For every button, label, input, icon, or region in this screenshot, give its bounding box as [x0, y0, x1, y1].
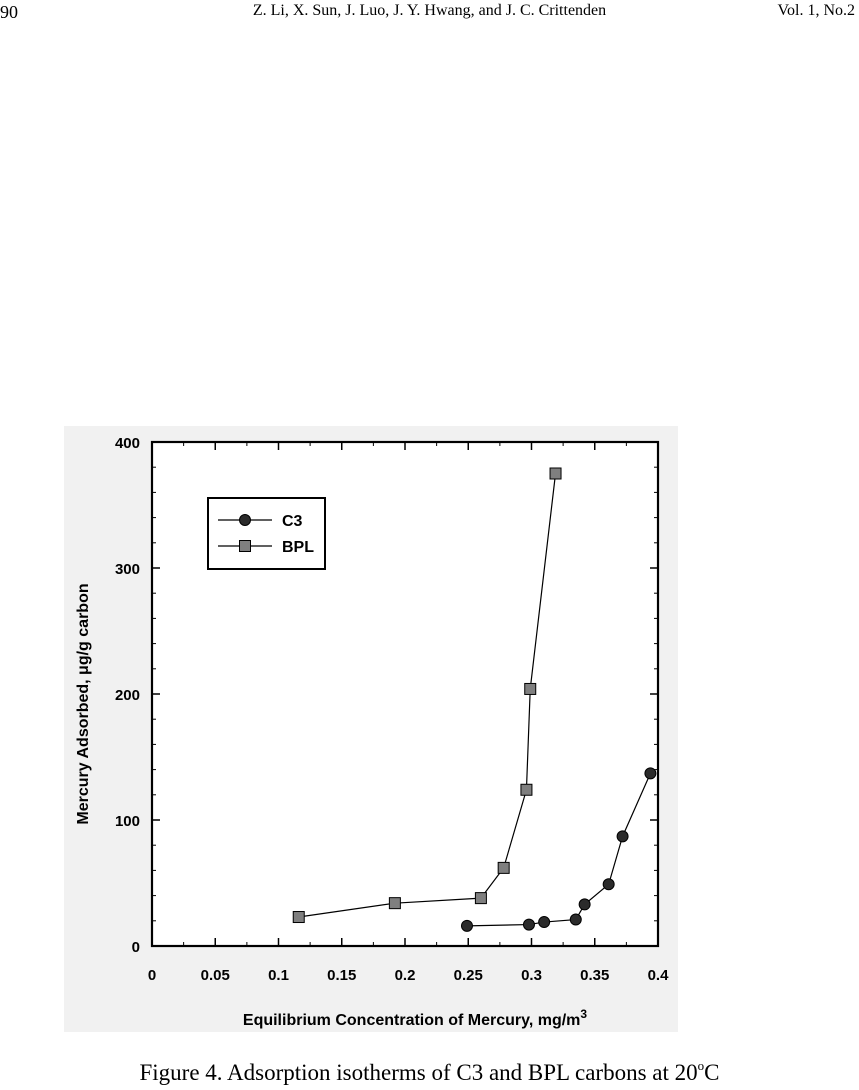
- y-axis-title: Mercury Adsorbed, μg/g carbon: [75, 583, 92, 824]
- data-point-c3: [538, 916, 551, 929]
- x-tick-label: 0.35: [580, 967, 609, 984]
- page-number: 90: [0, 2, 18, 22]
- axis-ticks: 0 0.05 0.1 0.15 0.2 0.25 0.3 0.35 0.4 0 100 200 300 4…: [115, 435, 669, 984]
- x-tick-label: 0.25: [454, 967, 483, 984]
- data-point-c3: [569, 913, 582, 926]
- y-tick-label: 100: [115, 813, 140, 830]
- x-tick-label: 0.3: [521, 967, 542, 984]
- x-tick-label: 0.05: [201, 967, 230, 984]
- data-point-c3: [602, 878, 615, 891]
- data-point-bpl: [524, 682, 537, 695]
- data-point-bpl: [549, 467, 562, 480]
- x-tick-label: 0: [148, 967, 156, 984]
- data-point-bpl: [520, 783, 533, 796]
- x-tick-label: 0.2: [395, 967, 416, 984]
- legend-label: BPL: [282, 539, 314, 556]
- legend: C3 BPL: [207, 497, 326, 570]
- data-point-bpl: [474, 892, 487, 905]
- x-tick-label: 0.15: [327, 967, 356, 984]
- x-axis-title-superscript: 3: [580, 1007, 587, 1021]
- data-point-bpl: [292, 911, 305, 924]
- tick-marks: [151, 441, 659, 947]
- legend-box: [207, 497, 326, 570]
- series-layer: [292, 467, 657, 932]
- data-point-c3: [616, 830, 629, 843]
- legend-label: C3: [282, 513, 303, 530]
- y-tick-label: 200: [115, 687, 140, 704]
- series-bpl: [292, 467, 562, 924]
- caption-text: Figure 4. Adsorption isotherms of C3 and…: [139, 1060, 698, 1085]
- figure-caption: Figure 4. Adsorption isotherms of C3 and…: [0, 1058, 859, 1086]
- x-tick-label: 0.1: [268, 967, 289, 984]
- caption-unit: C: [704, 1060, 720, 1085]
- y-tick-label: 400: [115, 435, 140, 452]
- data-point-c3: [522, 918, 535, 931]
- data-point-bpl: [497, 861, 510, 874]
- legend-marker: [239, 540, 251, 552]
- journal-volume: Vol. 1, No.2: [777, 2, 856, 19]
- x-axis-title: Equilibrium Concentration of Mercury, mg…: [243, 1007, 588, 1029]
- y-tick-label: 0: [132, 939, 140, 956]
- data-point-c3: [644, 767, 657, 780]
- caption-degree: o: [697, 1058, 705, 1073]
- x-axis-title-text: Equilibrium Concentration of Mercury, mg…: [243, 1012, 581, 1029]
- adsorption-isotherm-chart: 0 0.05 0.1 0.15 0.2 0.25 0.3 0.35 0.4 0 100 200 300 4…: [75, 435, 669, 1029]
- x-tick-label: 0.4: [648, 967, 670, 984]
- legend-marker: [239, 514, 251, 526]
- y-tick-label: 300: [115, 561, 140, 578]
- data-point-c3: [460, 919, 473, 932]
- running-head-authors: Z. Li, X. Sun, J. Luo, J. Y. Hwang, and …: [252, 2, 607, 19]
- data-point-bpl: [388, 897, 401, 910]
- data-point-c3: [578, 898, 591, 911]
- series-c3: [460, 767, 657, 932]
